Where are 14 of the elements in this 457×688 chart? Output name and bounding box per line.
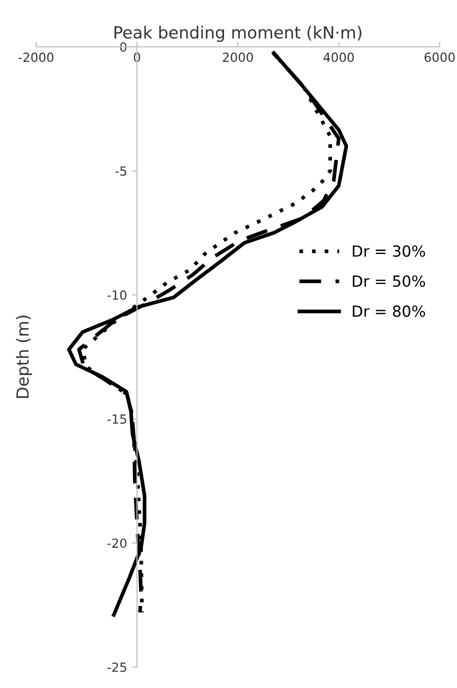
x-tick-label: 2000: [222, 52, 253, 62]
y-tick-label: -25: [107, 662, 126, 672]
y-axis-title: Depth (m): [16, 316, 32, 398]
y-tick-label: -20: [107, 538, 126, 548]
y-tick-label: -10: [107, 290, 126, 300]
legend-label: Dr = 30%: [352, 245, 426, 257]
legend-label: Dr = 80%: [352, 305, 426, 317]
x-tick-label: 6000: [424, 52, 455, 62]
x-tick-label: -2000: [18, 52, 54, 62]
y-tick-label: -15: [107, 414, 126, 424]
legend-label: Dr = 50%: [352, 275, 426, 287]
x-axis-title: Peak bending moment (kN·m): [114, 26, 362, 42]
y-tick-label: -5: [115, 166, 126, 176]
x-tick-label: 4000: [323, 52, 354, 62]
